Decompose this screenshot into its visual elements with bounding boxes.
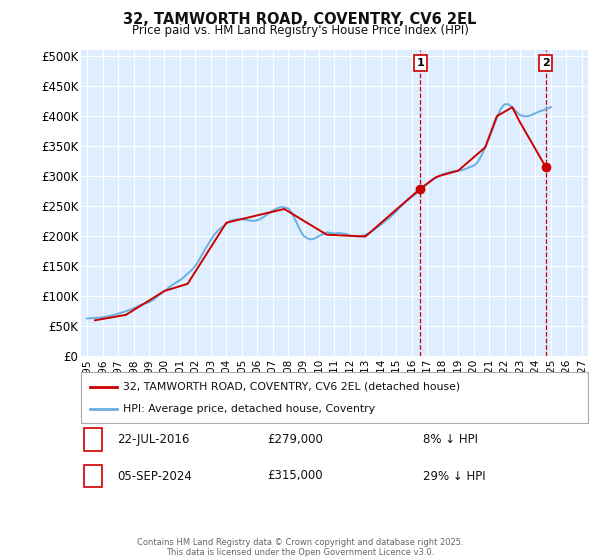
Text: 05-SEP-2024: 05-SEP-2024 [117, 469, 192, 483]
Text: Contains HM Land Registry data © Crown copyright and database right 2025.
This d: Contains HM Land Registry data © Crown c… [137, 538, 463, 557]
Text: 22-JUL-2016: 22-JUL-2016 [117, 433, 190, 446]
Text: 8% ↓ HPI: 8% ↓ HPI [423, 433, 478, 446]
Text: HPI: Average price, detached house, Coventry: HPI: Average price, detached house, Cove… [123, 404, 375, 414]
Text: 32, TAMWORTH ROAD, COVENTRY, CV6 2EL: 32, TAMWORTH ROAD, COVENTRY, CV6 2EL [124, 12, 476, 27]
Text: 1: 1 [89, 433, 97, 446]
Text: Price paid vs. HM Land Registry's House Price Index (HPI): Price paid vs. HM Land Registry's House … [131, 24, 469, 37]
Text: 1: 1 [416, 58, 424, 68]
Text: 32, TAMWORTH ROAD, COVENTRY, CV6 2EL (detached house): 32, TAMWORTH ROAD, COVENTRY, CV6 2EL (de… [123, 381, 460, 391]
Text: 2: 2 [542, 58, 550, 68]
Text: £315,000: £315,000 [267, 469, 323, 483]
Text: £279,000: £279,000 [267, 433, 323, 446]
Text: 2: 2 [89, 469, 97, 483]
Text: 29% ↓ HPI: 29% ↓ HPI [423, 469, 485, 483]
